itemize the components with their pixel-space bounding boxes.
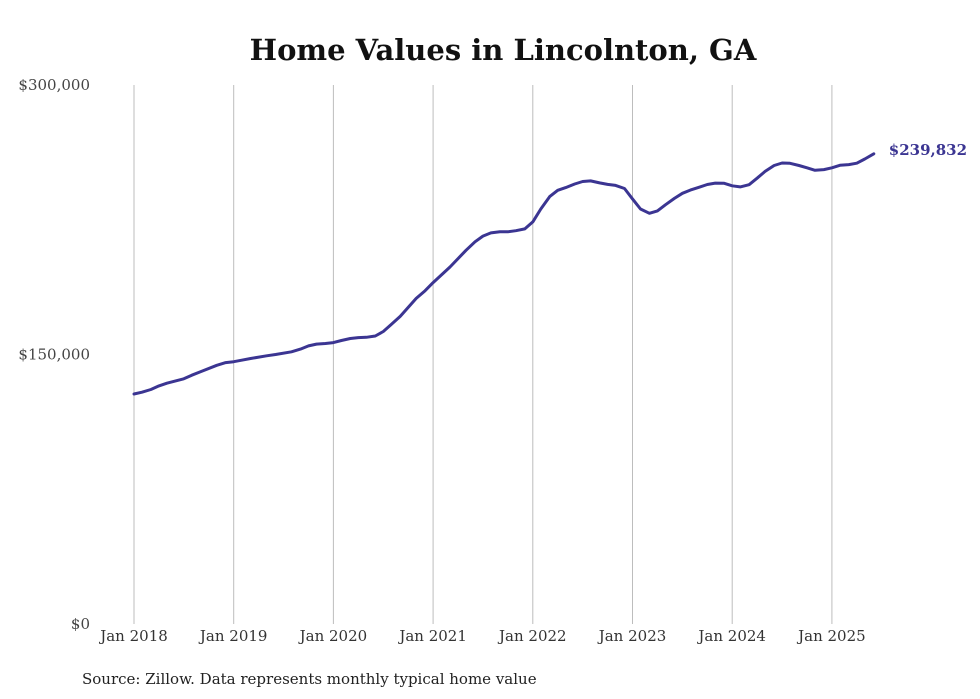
latest-value-label: $239,832 [889, 141, 967, 159]
x-tick-label: Jan 2020 [298, 627, 368, 645]
home-value-line [132, 152, 876, 396]
x-tick-label: Jan 2025 [796, 627, 866, 645]
x-tick-label: Jan 2018 [98, 627, 168, 645]
x-axis-ticks: Jan 2018 Jan 2019 Jan 2020 Jan 2021 Jan 2022… [98, 627, 865, 645]
source-note: Source: Zillow. Data represents monthly … [82, 670, 537, 688]
x-tick-label: Jan 2022 [497, 627, 567, 645]
chart-title: Home Values in Lincolnton, GA [250, 33, 757, 67]
x-tick-label: Jan 2024 [696, 627, 766, 645]
y-tick-label: $0 [71, 615, 90, 633]
vertical-gridlines [133, 85, 833, 624]
x-tick-label: Jan 2019 [198, 627, 268, 645]
y-tick-label: $150,000 [18, 346, 90, 364]
x-tick-label: Jan 2023 [597, 627, 667, 645]
y-tick-label: $300,000 [18, 76, 90, 94]
x-tick-label: Jan 2021 [397, 627, 467, 645]
y-axis-ticks: $0 $150,000 $300,000 [18, 76, 90, 633]
